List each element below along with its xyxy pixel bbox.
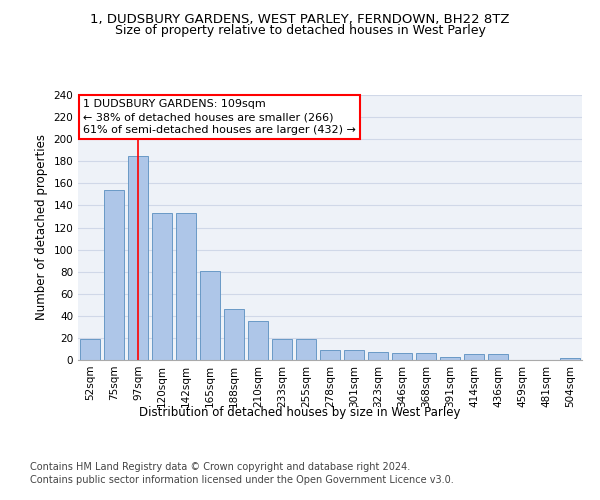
Bar — [392, 354, 412, 360]
Bar — [128, 156, 148, 360]
Text: Distribution of detached houses by size in West Parley: Distribution of detached houses by size … — [139, 406, 461, 419]
Bar — [80, 339, 100, 360]
Text: 1, DUDSBURY GARDENS, WEST PARLEY, FERNDOWN, BH22 8TZ: 1, DUDSBURY GARDENS, WEST PARLEY, FERNDO… — [90, 12, 510, 26]
Bar — [488, 354, 508, 360]
Text: Contains public sector information licensed under the Open Government Licence v3: Contains public sector information licen… — [30, 475, 454, 485]
Bar — [320, 350, 340, 360]
Bar — [560, 358, 580, 360]
Bar — [464, 354, 484, 360]
Bar — [296, 339, 316, 360]
Bar — [104, 190, 124, 360]
Bar — [368, 352, 388, 360]
Bar — [440, 356, 460, 360]
Bar — [176, 213, 196, 360]
Bar — [152, 213, 172, 360]
Bar — [248, 322, 268, 360]
Y-axis label: Number of detached properties: Number of detached properties — [35, 134, 48, 320]
Text: 1 DUDSBURY GARDENS: 109sqm
← 38% of detached houses are smaller (266)
61% of sem: 1 DUDSBURY GARDENS: 109sqm ← 38% of deta… — [83, 99, 356, 136]
Bar — [224, 309, 244, 360]
Bar — [416, 354, 436, 360]
Bar — [344, 350, 364, 360]
Text: Contains HM Land Registry data © Crown copyright and database right 2024.: Contains HM Land Registry data © Crown c… — [30, 462, 410, 472]
Bar — [272, 339, 292, 360]
Text: Size of property relative to detached houses in West Parley: Size of property relative to detached ho… — [115, 24, 485, 37]
Bar — [200, 270, 220, 360]
